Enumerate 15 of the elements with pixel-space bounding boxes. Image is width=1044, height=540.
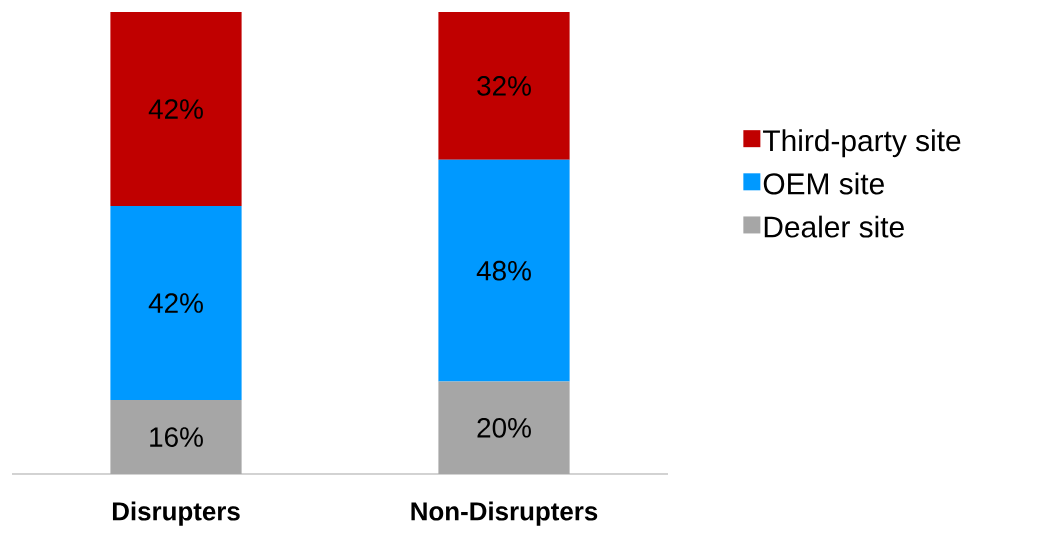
legend-label: Dealer site — [764, 215, 904, 238]
data-label: 20% — [477, 417, 531, 438]
bar — [438, 159, 570, 382]
data-label: 48% — [476, 260, 531, 281]
data-label: 42% — [148, 99, 203, 119]
legend-label: Third-party site — [763, 129, 961, 158]
data-label: 16% — [150, 427, 203, 447]
bar — [438, 12, 570, 160]
x-tick-label: Non-Disrupters — [411, 501, 598, 526]
bar — [110, 12, 242, 207]
legend-label: OEM site — [763, 172, 884, 195]
data-label: 42% — [148, 293, 203, 313]
bar — [110, 206, 242, 401]
data-label: 32% — [477, 76, 531, 96]
x-tick-label: Disrupters — [112, 501, 240, 526]
